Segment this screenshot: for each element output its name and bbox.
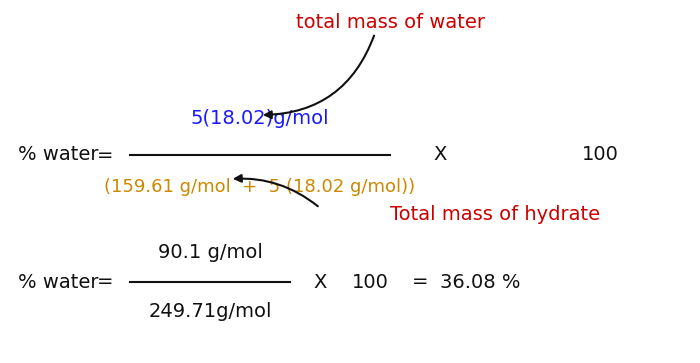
Text: % water: % water xyxy=(18,273,99,291)
Text: =: = xyxy=(97,273,113,291)
Text: total mass of water: total mass of water xyxy=(295,12,484,32)
Text: =: = xyxy=(412,273,428,291)
Text: 36.08 %: 36.08 % xyxy=(440,273,520,291)
Text: 249.71g/mol: 249.71g/mol xyxy=(148,302,272,321)
Text: 90.1 g/mol: 90.1 g/mol xyxy=(158,243,262,262)
Text: 5(18.02)g/mol: 5(18.02)g/mol xyxy=(190,109,329,128)
Text: 100: 100 xyxy=(582,146,618,164)
Text: =: = xyxy=(97,146,113,164)
Text: X: X xyxy=(433,146,447,164)
Text: X: X xyxy=(314,273,327,291)
Text: % water: % water xyxy=(18,146,99,164)
Text: (159.61 g/mol  +  5 (18.02 g/mol)): (159.61 g/mol + 5 (18.02 g/mol)) xyxy=(104,178,416,196)
Text: 100: 100 xyxy=(351,273,388,291)
Text: Total mass of hydrate: Total mass of hydrate xyxy=(390,205,600,224)
